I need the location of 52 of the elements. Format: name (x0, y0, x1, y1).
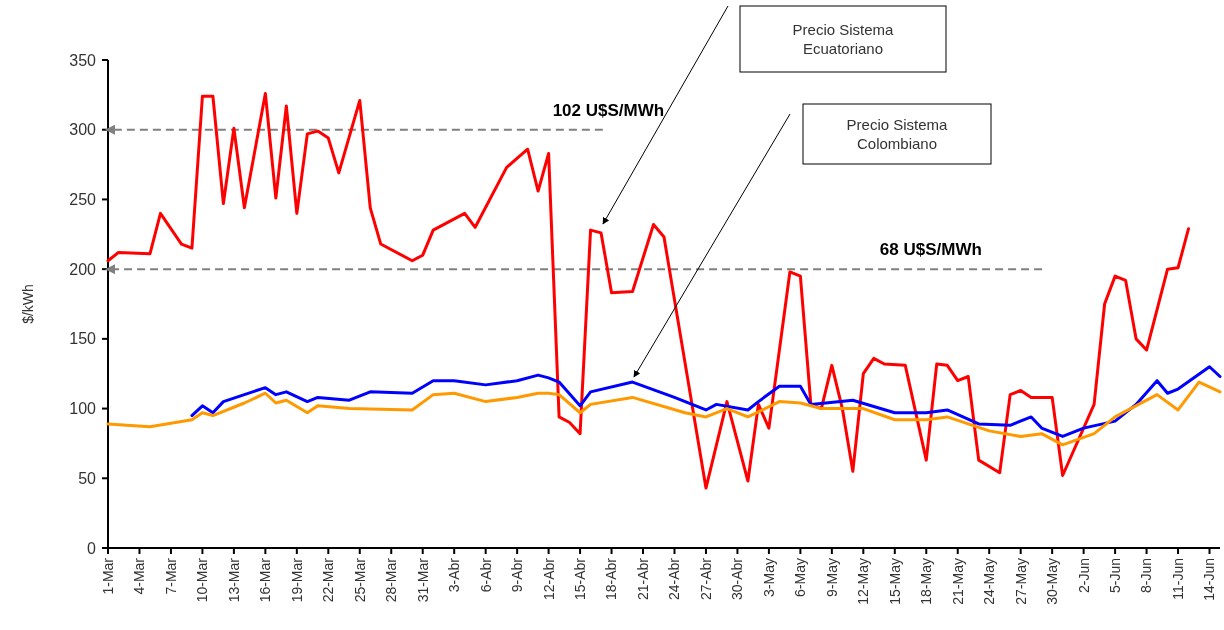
x-tick-label: 3-May (760, 558, 777, 597)
x-tick-label: 18-May (918, 558, 935, 605)
x-tick-label: 11-Jun (1169, 558, 1186, 600)
x-tick-label: 1-Mar (99, 557, 116, 595)
x-tick-label: 10-Mar (194, 557, 211, 603)
x-tick-label: 15-Abr (571, 557, 588, 601)
x-tick-label: 3-Abr (446, 557, 463, 593)
x-tick-label: 31-Mar (414, 557, 431, 603)
x-tick-label: 6-Abr (477, 557, 494, 593)
x-tick-label: 27-Abr (697, 557, 714, 601)
text: Precio Sistema Ecuatoriano (792, 21, 895, 58)
x-tick-label: 19-Mar (288, 557, 305, 603)
ref-line-label: 68 U$S/MWh (879, 240, 982, 260)
x-tick-label: 9-Abr (509, 557, 526, 593)
x-tick-label: 12-Abr (540, 557, 557, 601)
x-tick-label: 24-May (981, 558, 998, 605)
line-series (106, 380, 1222, 447)
y-tick-label: 0 (87, 539, 97, 557)
x-tick-label: 7-Mar (162, 557, 179, 595)
annotation: Precio Sistema Colombiano (846, 116, 949, 153)
x-tick-label: 9-May (823, 558, 840, 597)
x-tick-label: 5-Jun (1106, 558, 1123, 594)
x-tick-label: 25-Mar (351, 557, 368, 603)
x-tick-label: 30-Abr (729, 557, 746, 601)
y-tick-label: 100 (69, 400, 97, 418)
x-tick-label: 8-Jun (1138, 558, 1155, 594)
x-tick-label: 14-Jun (1201, 558, 1218, 601)
x-tick-label: 21-May (949, 558, 966, 605)
x-tick-label: 28-Mar (383, 557, 400, 603)
y-tick-label: 50 (78, 469, 97, 487)
y-tick-label: 350 (69, 51, 97, 69)
x-tick-label: 24-Abr (666, 557, 683, 601)
x-tick-label: 2-Jun (1075, 558, 1092, 594)
x-tick-label: 27-May (1012, 558, 1029, 605)
x-tick-label: 4-Mar (131, 557, 148, 595)
line-series (190, 365, 1222, 438)
x-tick-label: 18-Abr (603, 557, 620, 601)
x-tick-label: 6-May (792, 558, 809, 597)
x-tick-label: 21-Abr (634, 557, 651, 601)
y-tick-label: 150 (69, 330, 97, 348)
y-axis-title: $/kWh (20, 284, 36, 324)
x-tick-label: 15-May (886, 558, 903, 605)
x-tick-label: 13-Mar (225, 557, 242, 603)
line-series (106, 91, 1191, 490)
x-tick-label: 22-Mar (320, 557, 337, 603)
ref-line-label: 102 U$S/MWh (552, 100, 665, 120)
y-tick-label: 300 (69, 121, 97, 139)
x-tick-label: 16-Mar (257, 557, 274, 603)
y-tick-label: 250 (69, 191, 97, 209)
x-tick-label: 30-May (1044, 558, 1061, 605)
x-tick-label: 12-May (855, 558, 872, 605)
y-tick-label: 200 (69, 260, 97, 278)
